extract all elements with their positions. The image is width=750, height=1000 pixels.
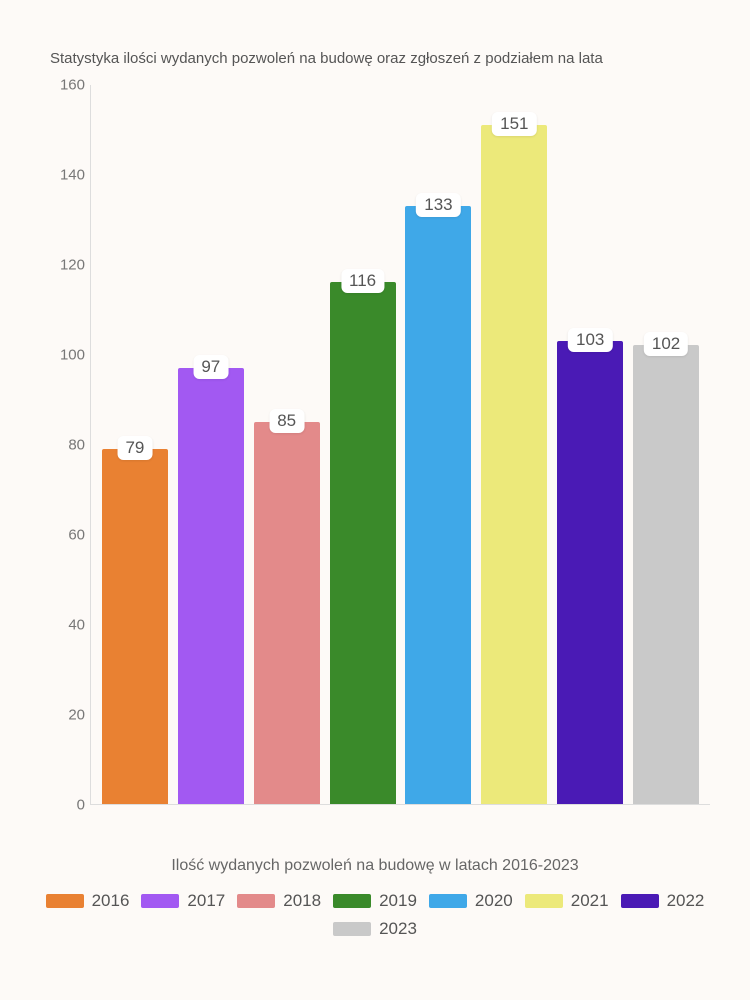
bar-value-label: 102 — [644, 332, 688, 356]
y-tick: 40 — [30, 617, 85, 634]
legend: 2016 2017 2018 2019 2020 2021 2022 2023 — [30, 891, 720, 939]
legend-item-2019: 2019 — [333, 891, 417, 911]
bar-value-label: 85 — [269, 409, 304, 433]
legend-label: 2018 — [283, 891, 321, 911]
legend-item-2016: 2016 — [46, 891, 130, 911]
legend-swatch — [525, 894, 563, 908]
legend-swatch — [237, 894, 275, 908]
bar-2017: 97 — [178, 368, 244, 805]
legend-item-2020: 2020 — [429, 891, 513, 911]
plot-area: 799785116133151103102 — [90, 85, 710, 805]
legend-swatch — [141, 894, 179, 908]
legend-swatch — [333, 922, 371, 936]
y-tick: 20 — [30, 707, 85, 724]
legend-item-2017: 2017 — [141, 891, 225, 911]
y-tick: 160 — [30, 77, 85, 94]
legend-swatch — [621, 894, 659, 908]
bars-container: 799785116133151103102 — [91, 85, 710, 804]
bar-2022: 103 — [557, 341, 623, 805]
y-tick: 80 — [30, 437, 85, 454]
bar-2018: 85 — [254, 422, 320, 805]
legend-label: 2023 — [379, 919, 417, 939]
bar-value-label: 133 — [416, 193, 460, 217]
bar-2019: 116 — [330, 282, 396, 804]
chart-container: 020406080100120140160 799785116133151103… — [30, 85, 720, 845]
bar-value-label: 116 — [341, 269, 384, 293]
legend-label: 2020 — [475, 891, 513, 911]
y-tick: 0 — [30, 797, 85, 814]
legend-label: 2017 — [187, 891, 225, 911]
bar-value-label: 151 — [492, 112, 536, 136]
legend-label: 2022 — [667, 891, 705, 911]
y-tick: 100 — [30, 347, 85, 364]
bar-2016: 79 — [102, 449, 168, 805]
bar-value-label: 103 — [568, 328, 612, 352]
bar-value-label: 79 — [117, 436, 152, 460]
bar-2021: 151 — [481, 125, 547, 805]
legend-label: 2019 — [379, 891, 417, 911]
bar-2023: 102 — [633, 345, 699, 804]
legend-swatch — [46, 894, 84, 908]
legend-item-2022: 2022 — [621, 891, 705, 911]
legend-label: 2021 — [571, 891, 609, 911]
y-tick: 140 — [30, 167, 85, 184]
chart-title: Statystyka ilości wydanych pozwoleń na b… — [50, 50, 720, 67]
legend-item-2023: 2023 — [333, 919, 417, 939]
legend-item-2021: 2021 — [525, 891, 609, 911]
y-tick: 60 — [30, 527, 85, 544]
legend-swatch — [429, 894, 467, 908]
bar-value-label: 97 — [193, 355, 228, 379]
x-axis-label: Ilość wydanych pozwoleń na budowę w lata… — [30, 857, 720, 875]
y-tick: 120 — [30, 257, 85, 274]
legend-label: 2016 — [92, 891, 130, 911]
legend-item-2018: 2018 — [237, 891, 321, 911]
bar-2020: 133 — [405, 206, 471, 805]
legend-swatch — [333, 894, 371, 908]
